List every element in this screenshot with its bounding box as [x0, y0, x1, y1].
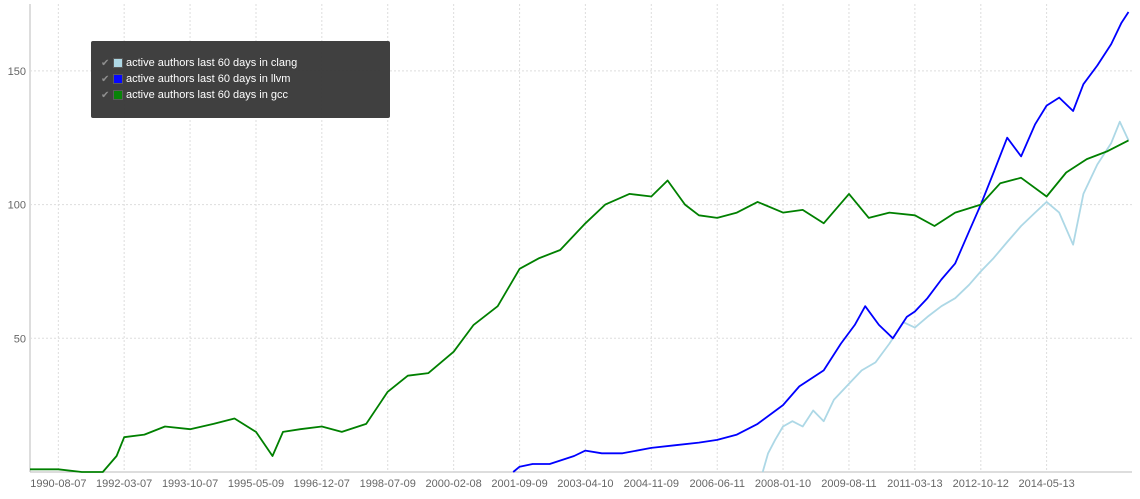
legend: ✔ active authors last 60 days in clang ✔… [91, 41, 390, 118]
check-icon: ✔ [101, 57, 110, 69]
legend-item-clang[interactable]: ✔ active authors last 60 days in clang [101, 55, 297, 71]
x-tick-label: 1990-08-07 [30, 478, 86, 490]
legend-swatch-gcc [113, 90, 123, 100]
legend-label-gcc: active authors last 60 days in gcc [126, 89, 289, 101]
legend-item-gcc[interactable]: ✔ active authors last 60 days in gcc [101, 87, 288, 103]
series-line-llvm [512, 11, 1130, 473]
x-tick-label: 2008-01-10 [755, 478, 811, 490]
legend-label-llvm: active authors last 60 days in llvm [126, 73, 291, 85]
legend-label-clang: active authors last 60 days in clang [126, 57, 298, 69]
x-tick-label: 2006-06-11 [690, 478, 745, 490]
x-tick-label: 2003-04-10 [557, 478, 613, 490]
x-tick-label: 1998-07-09 [360, 478, 416, 490]
x-tick-label: 2014-05-13 [1018, 478, 1074, 490]
x-tick-label: 2011-03-13 [887, 478, 942, 490]
y-tick-label: 150 [8, 66, 26, 78]
check-icon: ✔ [101, 89, 110, 101]
y-tick-label: 50 [14, 333, 26, 345]
series-line-clang [761, 120, 1130, 473]
legend-swatch-clang [113, 58, 123, 68]
x-tick-label: 2004-11-09 [624, 478, 679, 490]
legend-swatch-llvm [113, 74, 123, 84]
series-line-gcc [30, 139, 1129, 473]
x-tick-label: 1996-12-07 [294, 478, 350, 490]
x-tick-label: 2000-02-08 [426, 478, 482, 490]
legend-item-llvm[interactable]: ✔ active authors last 60 days in llvm [101, 71, 290, 87]
x-tick-label: 1993-10-07 [162, 478, 218, 490]
x-tick-label: 2009-08-11 [821, 478, 876, 490]
y-tick-label: 100 [8, 200, 26, 212]
check-icon: ✔ [101, 73, 110, 85]
x-tick-label: 2001-09-09 [491, 478, 547, 490]
x-axis-ticks: 1990-08-07 1992-03-07 1993-10-07 1995-05-09… [30, 478, 1075, 490]
x-tick-label: 1995-05-09 [228, 478, 284, 490]
x-tick-label: 1992-03-07 [96, 478, 152, 490]
series-lines [30, 11, 1130, 473]
x-tick-label: 2012-10-12 [953, 478, 1009, 490]
y-axis-ticks: 50 100 150 [8, 66, 26, 345]
